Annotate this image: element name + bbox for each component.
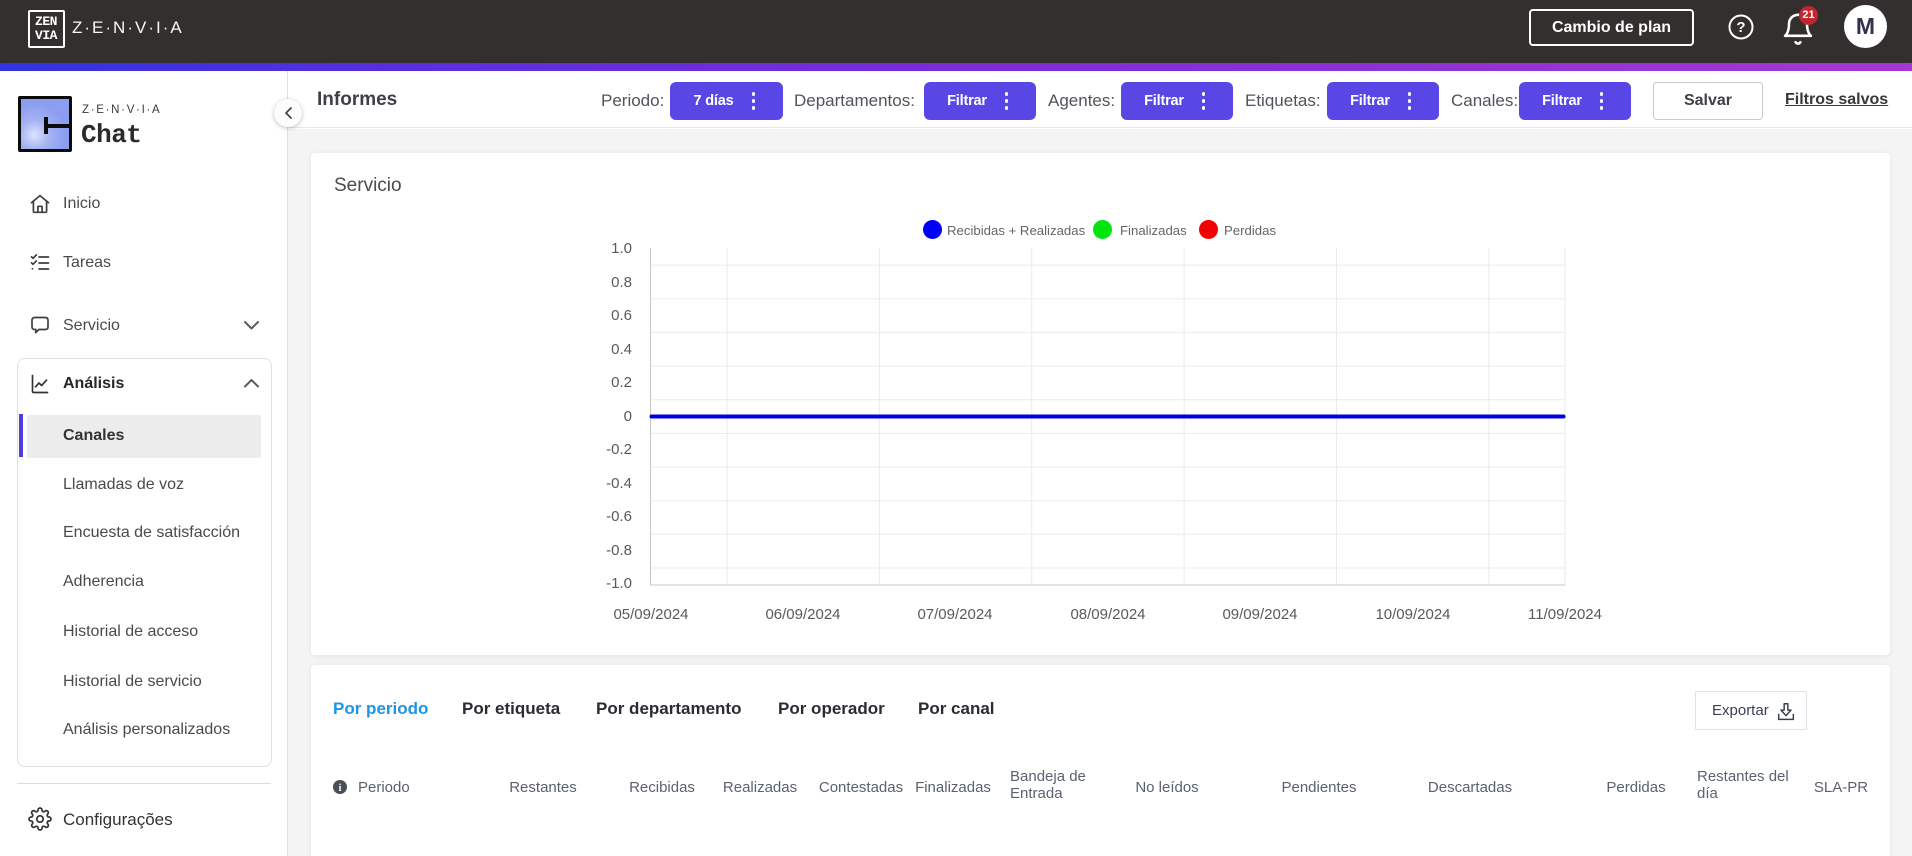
svg-text:?: ? <box>1736 19 1745 36</box>
svg-text:i: i <box>339 783 342 794</box>
